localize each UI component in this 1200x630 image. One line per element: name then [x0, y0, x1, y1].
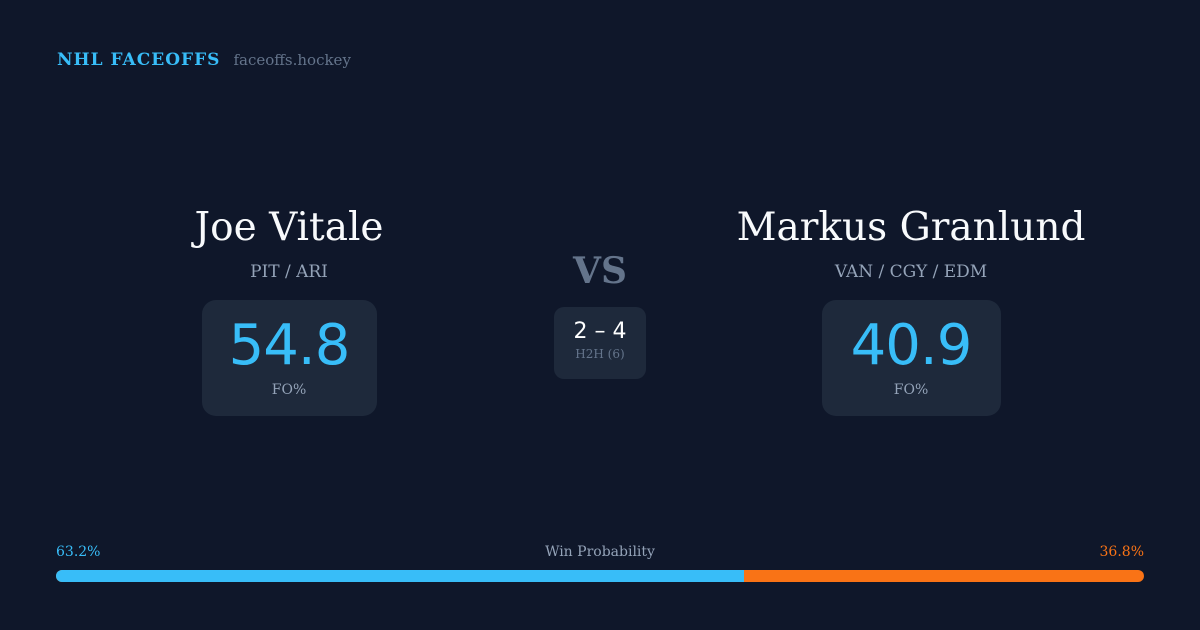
- left-player-teams: PIT / ARI: [250, 262, 328, 282]
- right-fo-label: FO%: [893, 382, 929, 398]
- right-fo-value: 40.9: [850, 313, 973, 378]
- right-player-teams: VAN / CGY / EDM: [834, 262, 988, 282]
- win-probability: 63.2% Win Probability 36.8%: [56, 544, 1144, 582]
- right-fo-card: 40.9 FO%: [821, 300, 1001, 416]
- left-player-name: Joe Vitale: [194, 205, 384, 250]
- win-probability-label: Win Probability: [545, 544, 655, 560]
- brand-title: NHL FACEOFFS: [57, 50, 221, 70]
- h2h-label: H2H (6): [575, 347, 625, 361]
- left-fo-value: 54.8: [228, 313, 351, 378]
- win-probability-bar: [56, 570, 1144, 582]
- left-fo-label: FO%: [271, 382, 307, 398]
- right-win-pct: 36.8%: [1099, 544, 1144, 560]
- left-fo-card: 54.8 FO%: [201, 300, 377, 416]
- brand: NHL FACEOFFS faceoffs.hockey: [57, 50, 351, 70]
- h2h-score: 2 – 4: [573, 319, 627, 344]
- brand-url: faceoffs.hockey: [233, 51, 351, 69]
- right-player: Markus Granlund VAN / CGY / EDM 40.9 FO%: [711, 205, 1111, 416]
- right-player-name: Markus Granlund: [736, 205, 1086, 250]
- left-win-pct: 63.2%: [56, 544, 101, 560]
- vs-label: VS: [573, 250, 627, 292]
- h2h-card: 2 – 4 H2H (6): [554, 307, 646, 379]
- left-player: Joe Vitale PIT / ARI 54.8 FO%: [89, 205, 489, 416]
- left-win-bar: [56, 570, 744, 582]
